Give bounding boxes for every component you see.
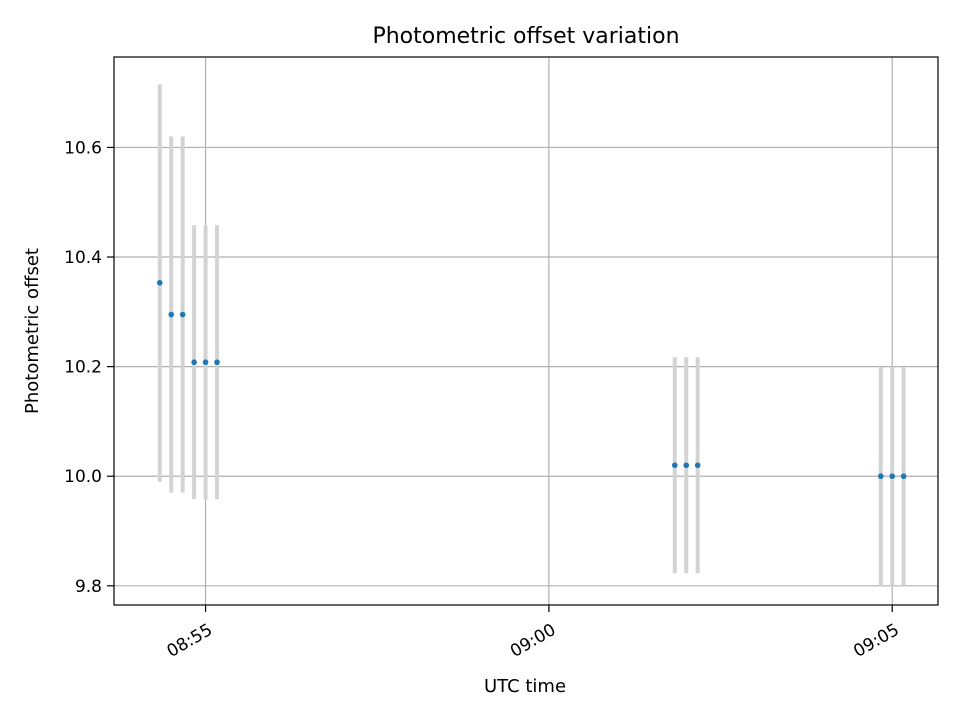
- y-tick-label: 10.4: [64, 248, 102, 268]
- y-axis-label: Photometric offset: [22, 248, 43, 414]
- plot-frame: [113, 56, 939, 606]
- data-points: [156, 279, 907, 480]
- data-point: [671, 462, 678, 469]
- data-point: [900, 473, 907, 480]
- y-tick-label: 9.8: [75, 577, 102, 597]
- data-point: [156, 279, 163, 286]
- grid-lines: [114, 57, 938, 605]
- y-axis-ticks: 9.8 10.0 10.2 10.4 10.6: [64, 138, 114, 597]
- data-point: [694, 462, 701, 469]
- data-point: [214, 359, 220, 366]
- data-point: [179, 311, 186, 318]
- data-point: [683, 462, 690, 469]
- data-point: [877, 473, 884, 480]
- y-tick-label: 10.0: [64, 467, 102, 487]
- x-axis-label: UTC time: [484, 676, 566, 697]
- y-tick-label: 10.2: [64, 358, 102, 378]
- data-point: [202, 359, 209, 366]
- chart-title: Photometric offset variation: [372, 24, 679, 49]
- data-point: [168, 311, 175, 318]
- data-point: [191, 359, 197, 366]
- data-point: [889, 473, 896, 480]
- y-tick-label: 10.6: [64, 138, 102, 158]
